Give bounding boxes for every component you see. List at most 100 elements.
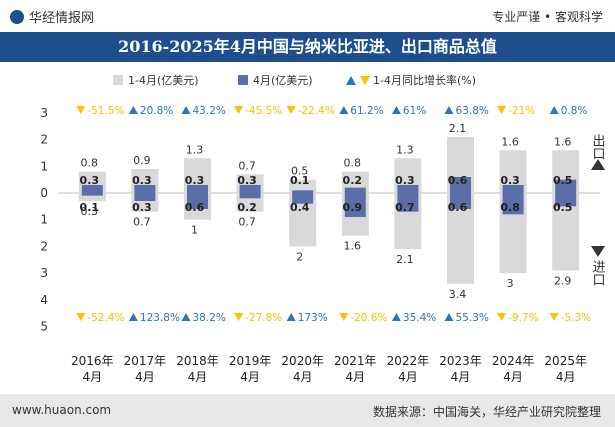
bar-export-month <box>344 187 366 193</box>
bar-import-month <box>81 193 103 196</box>
x-tick-label-month: 4月 <box>188 370 208 384</box>
label-import-cumulative: 0.7 <box>238 216 256 229</box>
title-bar: 2016-2025年4月中国与纳米比亚进、出口商品总值 <box>0 32 615 62</box>
label-export-growth: 0.8% <box>561 105 588 117</box>
legend-swatch-cumulative <box>113 75 123 85</box>
x-tick-label-year: 2021年 <box>334 354 377 368</box>
label-import-cumulative: 1.6 <box>344 240 362 253</box>
x-tick-label-year: 2024年 <box>492 354 535 368</box>
footer-source: 数据来源：中国海关，华经产业研究院整理 <box>372 405 601 419</box>
bar-import-month <box>187 193 208 210</box>
import-down-arrow-icon <box>591 246 605 257</box>
label-export-cumulative: 1.6 <box>554 135 572 148</box>
label-import-growth: 38.2% <box>193 312 226 324</box>
x-tick-label-month: 4月 <box>451 370 471 384</box>
label-import-growth-down-icon <box>549 313 559 321</box>
x-tick-label-month: 4月 <box>556 370 576 384</box>
label-import-growth-up-icon <box>391 313 401 321</box>
legend-label-cumulative: 1-4月(亿美元) <box>128 74 199 87</box>
label-import-cumulative: 3 <box>507 277 514 290</box>
bar-export-month <box>450 176 471 193</box>
label-import-cumulative: 3.4 <box>449 288 467 301</box>
export-side-label: 出口 <box>590 134 605 160</box>
y-tick-label: 3 <box>40 106 48 120</box>
label-import-month: 0.3 <box>132 201 152 214</box>
label-import-growth-up-icon <box>128 313 138 321</box>
bar-export-month <box>292 190 314 193</box>
label-import-growth-down-icon <box>234 313 244 321</box>
label-export-cumulative: 0.7 <box>238 159 256 172</box>
label-import-growth-up-icon <box>181 313 191 321</box>
y-tick-label: 4 <box>40 293 48 307</box>
label-import-growth-down-icon <box>339 313 349 321</box>
label-export-growth: -21% <box>508 105 535 117</box>
bar-import-cumulative <box>78 193 106 202</box>
label-export-growth: 43.2% <box>193 105 226 117</box>
label-export-growth: -22.4% <box>298 105 335 117</box>
label-export-month: 0.3 <box>80 174 100 187</box>
legend-label-month: 4月(亿美元) <box>253 74 313 87</box>
bar-export-month <box>81 184 103 193</box>
x-tick-label-year: 2019年 <box>229 354 272 368</box>
bar-import-month <box>292 193 314 204</box>
label-export-cumulative: 2.1 <box>449 122 467 135</box>
top-bar: 华经情报网 专业严谨 • 客观科学 <box>0 0 615 32</box>
label-export-month: 0.1 <box>290 174 310 187</box>
label-export-month: 0.3 <box>395 174 415 187</box>
label-export-growth-down-icon <box>286 106 296 114</box>
footer-site-link[interactable]: www.huaon.com <box>12 403 112 417</box>
x-tick-label-year: 2020年 <box>281 354 324 368</box>
x-tick-label-year: 2022年 <box>387 354 430 368</box>
label-import-growth-up-icon <box>286 313 296 321</box>
label-import-growth: -9.7% <box>508 312 538 324</box>
x-tick-label-month: 4月 <box>82 370 102 384</box>
label-export-month: 0.3 <box>500 174 520 187</box>
brand-name: 华经情报网 <box>29 11 95 26</box>
label-export-growth: 63.8% <box>456 105 489 117</box>
label-import-cumulative: 0.7 <box>133 216 151 229</box>
footer: www.huaon.com 数据来源：中国海关，华经产业研究院整理 <box>0 394 615 427</box>
x-tick-label-year: 2016年 <box>71 354 114 368</box>
brand[interactable]: 华经情报网 <box>10 7 94 26</box>
bar-import-month <box>397 193 419 212</box>
x-tick-label-month: 4月 <box>240 370 260 384</box>
x-tick-label-month: 4月 <box>293 370 313 384</box>
label-import-growth: -20.6% <box>350 312 387 324</box>
label-import-growth: -52.4% <box>87 312 124 324</box>
label-import-month: 0.8 <box>500 201 520 214</box>
label-import-month: 0.4 <box>290 201 310 214</box>
x-tick-label-year: 2025年 <box>544 354 587 368</box>
bar-import-month <box>134 193 156 202</box>
y-tick-label: 5 <box>40 320 48 334</box>
import-side-label: 进口 <box>590 260 606 286</box>
label-export-cumulative: 0.9 <box>133 154 151 167</box>
label-export-growth-down-icon <box>497 106 507 114</box>
label-export-month: 0.3 <box>132 174 152 187</box>
x-tick-label-month: 4月 <box>135 370 155 384</box>
label-import-cumulative: 0.3 <box>81 205 99 218</box>
brand-logo-icon <box>10 10 24 24</box>
label-export-cumulative: 1.3 <box>396 143 414 156</box>
label-export-growth: 20.8% <box>140 105 173 117</box>
label-export-month: 0.3 <box>237 174 257 187</box>
label-import-cumulative: 2.1 <box>396 253 414 266</box>
bar-import-month <box>239 193 261 199</box>
label-import-month: 0.9 <box>343 201 363 214</box>
x-tick-label-year: 2023年 <box>439 354 482 368</box>
label-import-cumulative: 2 <box>296 250 303 263</box>
bar-import-month <box>450 193 471 210</box>
label-import-growth: 123.8% <box>140 312 180 324</box>
legend-down-triangle-icon <box>360 76 370 85</box>
label-import-growth-up-icon <box>444 313 454 321</box>
x-tick-label-month: 4月 <box>398 370 418 384</box>
bar-export-month <box>397 184 419 193</box>
y-tick-label: 2 <box>40 133 48 147</box>
label-import-cumulative: 1 <box>191 224 198 237</box>
bar-export-month <box>502 184 524 193</box>
label-export-month: 0.3 <box>185 174 205 187</box>
label-export-growth: 61.2% <box>350 105 383 117</box>
label-import-month: 0.5 <box>553 201 573 214</box>
bar-export-cumulative <box>289 179 317 193</box>
label-export-growth-up-icon <box>128 106 138 114</box>
bar-import-month <box>555 193 577 207</box>
